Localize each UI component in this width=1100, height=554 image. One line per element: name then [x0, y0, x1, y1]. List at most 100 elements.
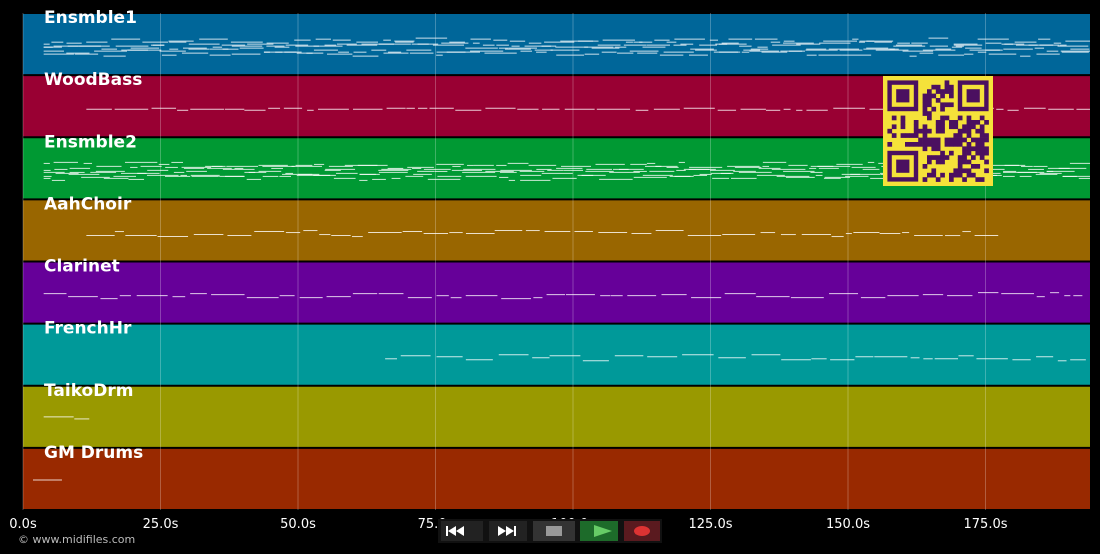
qr-cell	[922, 102, 928, 108]
track-name: FrenchHr	[44, 319, 132, 339]
qr-cell	[935, 177, 941, 182]
x-tick-label: 25.0s	[143, 517, 179, 532]
qr-cell	[922, 133, 928, 138]
x-tick-label: 175.0s	[964, 517, 1008, 532]
qr-code	[883, 76, 993, 186]
qr-finder	[966, 89, 980, 103]
qr-cell	[940, 128, 945, 134]
track-name: Ensmble2	[44, 132, 137, 152]
rewind-button[interactable]	[441, 521, 483, 541]
qr-cell	[957, 164, 963, 169]
qr-cell	[940, 106, 945, 112]
qr-cell	[957, 172, 963, 178]
track-name: AahChoir	[44, 194, 132, 214]
track-band	[23, 200, 1090, 261]
qr-cell	[984, 133, 989, 138]
x-tick-label: 150.0s	[826, 517, 870, 532]
qr-cell	[940, 124, 945, 130]
qr-cell	[891, 124, 897, 130]
qr-cell	[940, 155, 945, 160]
qr-cell	[940, 89, 945, 94]
qr-cell	[940, 172, 945, 178]
qr-cell	[966, 115, 972, 121]
qr-cell	[891, 133, 897, 138]
qr-cell	[909, 133, 915, 138]
qr-cell	[931, 155, 937, 160]
qr-cell	[979, 124, 985, 130]
track-labels: Ensmble1 WoodBass Ensmble2 AahChoir Clarinet…	[44, 8, 143, 463]
qr-cell	[944, 137, 950, 143]
qr-cell	[944, 80, 950, 86]
fast-forward-button[interactable]	[489, 521, 527, 541]
qr-cell	[913, 133, 919, 138]
qr-cell	[922, 128, 928, 134]
qr-cell	[975, 150, 981, 156]
qr-cell	[887, 142, 893, 147]
qr-cell	[962, 137, 967, 143]
qr-cell	[979, 146, 985, 152]
qr-cell	[984, 120, 989, 125]
qr-cell	[922, 137, 928, 143]
track-band	[23, 386, 1090, 447]
qr-cell	[979, 142, 985, 147]
qr-cell	[940, 159, 945, 165]
qr-cell	[940, 120, 945, 125]
qr-cell	[931, 93, 937, 99]
x-tick-label: 0.0s	[9, 517, 37, 532]
qr-cell	[984, 159, 989, 165]
play-button[interactable]	[580, 521, 618, 541]
qr-cell	[905, 142, 910, 147]
qr-cell	[957, 168, 963, 174]
qr-cell	[957, 142, 963, 147]
qr-cell	[913, 142, 919, 147]
qr-cell	[922, 177, 928, 182]
qr-cell	[935, 98, 941, 103]
qr-cell	[931, 142, 937, 147]
qr-cell	[922, 93, 928, 99]
qr-cell	[922, 164, 928, 169]
qr-cell	[940, 102, 945, 108]
qr-cell	[935, 159, 941, 165]
qr-cell	[913, 120, 919, 125]
qr-cell	[931, 84, 937, 90]
qr-cell	[913, 128, 919, 134]
qr-cell	[949, 84, 954, 90]
qr-cell	[909, 142, 915, 147]
qr-cell	[944, 142, 950, 147]
qr-cell	[900, 133, 906, 138]
qr-cell	[979, 133, 985, 138]
qr-cell	[966, 142, 972, 147]
qr-cell	[957, 155, 963, 160]
qr-cell	[957, 137, 963, 143]
track-name: WoodBass	[44, 70, 142, 90]
qr-cell	[931, 137, 937, 143]
qr-cell	[957, 115, 963, 121]
qr-cell	[927, 111, 932, 116]
qr-cell	[935, 84, 941, 90]
qr-cell	[944, 102, 950, 108]
qr-cell	[931, 172, 937, 178]
qr-cell	[975, 164, 981, 169]
qr-cell	[979, 155, 985, 160]
qr-cell	[971, 146, 976, 152]
qr-cell	[957, 128, 963, 134]
qr-cell	[935, 128, 941, 134]
qr-cell	[927, 155, 932, 160]
qr-cell	[971, 155, 976, 160]
qr-cell	[944, 155, 950, 160]
qr-cell	[949, 89, 954, 94]
qr-cell	[962, 128, 967, 134]
stop-button[interactable]	[533, 521, 575, 541]
qr-cell	[966, 133, 972, 138]
qr-cell	[927, 159, 932, 165]
record-button[interactable]	[624, 521, 660, 541]
qr-cell	[984, 137, 989, 143]
qr-cell	[940, 150, 945, 156]
qr-cell	[953, 172, 959, 178]
qr-cell	[953, 120, 959, 125]
qr-cell	[891, 115, 897, 121]
qr-cell	[975, 146, 981, 152]
qr-cell	[953, 142, 959, 147]
qr-cell	[931, 146, 937, 152]
qr-cell	[949, 102, 954, 108]
